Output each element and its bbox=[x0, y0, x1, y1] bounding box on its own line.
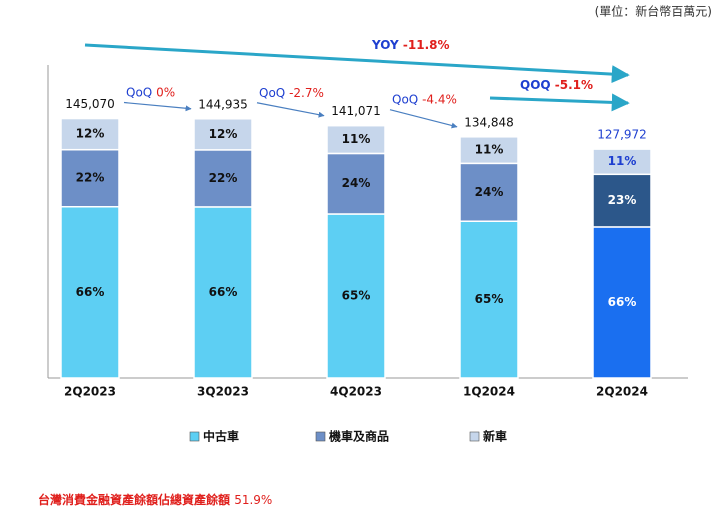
segment-label: 65% bbox=[342, 288, 371, 302]
footer-text: 台灣消費金融資產餘額佔總資產餘額 bbox=[38, 492, 230, 507]
legend-label: 新車 bbox=[483, 429, 507, 444]
bar-segment bbox=[459, 136, 519, 165]
total-label: 145,070 bbox=[65, 97, 115, 111]
bar-segment bbox=[60, 117, 120, 151]
segment-label: 65% bbox=[475, 292, 504, 306]
yoy-arrow bbox=[84, 43, 630, 84]
segment-label: 11% bbox=[342, 132, 371, 146]
bar-segment bbox=[193, 118, 253, 151]
qoq-change: -4.4% bbox=[422, 92, 457, 106]
qoq-arrow bbox=[123, 101, 192, 112]
total-label: 134,848 bbox=[464, 115, 514, 129]
qoq-annotation: QoQ 0% bbox=[126, 85, 175, 99]
legend-label: 機車及商品 bbox=[329, 429, 389, 444]
segment-label: 24% bbox=[475, 185, 504, 199]
segment-label: 24% bbox=[342, 176, 371, 190]
legend-swatch bbox=[189, 431, 200, 442]
total-label: 127,972 bbox=[597, 128, 647, 142]
x-tick-label: 3Q2023 bbox=[197, 385, 249, 399]
unit-note: (單位：新台幣百萬元) bbox=[595, 4, 712, 19]
x-tick-label: 4Q2023 bbox=[330, 385, 382, 399]
bar-segment bbox=[326, 124, 386, 155]
segment-label: 66% bbox=[209, 285, 238, 299]
x-tick-label: 1Q2024 bbox=[463, 385, 515, 399]
qoq-text: QoQ bbox=[126, 85, 152, 99]
legend-swatch bbox=[469, 431, 480, 442]
segment-label: 12% bbox=[209, 127, 238, 141]
segment-label: 22% bbox=[209, 171, 238, 185]
bar-segment bbox=[592, 226, 652, 379]
qoq-arrow bbox=[256, 102, 325, 118]
yoy-text: YOY bbox=[371, 38, 399, 52]
segment-label: 66% bbox=[76, 285, 105, 299]
legend-label: 中古車 bbox=[203, 429, 239, 444]
bar-segment bbox=[60, 206, 120, 379]
footer-value: 51.9% bbox=[234, 493, 272, 507]
bar-segment bbox=[459, 162, 519, 222]
bar-segment bbox=[193, 206, 253, 379]
qoq-arrow bbox=[389, 109, 458, 129]
qoq-change: -2.7% bbox=[289, 85, 324, 99]
total-label: 141,071 bbox=[331, 104, 381, 118]
footer: 台灣消費金融資產餘額佔總資產餘額 51.9% bbox=[38, 492, 272, 507]
segment-label: 22% bbox=[76, 171, 105, 185]
segment-label: 66% bbox=[608, 295, 637, 309]
qoq-latest-text: QOQ bbox=[520, 78, 551, 92]
x-tick-label: 2Q2023 bbox=[64, 385, 116, 399]
bar-segment bbox=[592, 173, 652, 228]
segment-label: 11% bbox=[608, 154, 637, 168]
segment-label: 11% bbox=[475, 143, 504, 157]
segment-label: 12% bbox=[76, 127, 105, 141]
qoq-latest-annotation: QOQ -5.1% bbox=[520, 78, 593, 92]
qoq-latest-change: -5.1% bbox=[555, 78, 593, 92]
qoq-latest-arrow bbox=[489, 93, 630, 112]
legend-swatch bbox=[315, 431, 326, 442]
yoy-change: -11.8% bbox=[403, 38, 450, 52]
yoy-annotation: YOY -11.8% bbox=[371, 38, 450, 52]
bar-segment bbox=[326, 213, 386, 379]
qoq-change: 0% bbox=[156, 85, 175, 99]
qoq-text: QoQ bbox=[259, 85, 285, 99]
segment-label: 23% bbox=[608, 193, 637, 207]
qoq-annotation: QoQ -2.7% bbox=[259, 85, 324, 99]
bar-segment bbox=[326, 152, 386, 215]
x-tick-label: 2Q2024 bbox=[596, 385, 648, 399]
qoq-text: QoQ bbox=[392, 92, 418, 106]
total-label: 144,935 bbox=[198, 97, 248, 111]
bar-segment bbox=[592, 148, 652, 176]
qoq-annotation: QoQ -4.4% bbox=[392, 92, 457, 106]
